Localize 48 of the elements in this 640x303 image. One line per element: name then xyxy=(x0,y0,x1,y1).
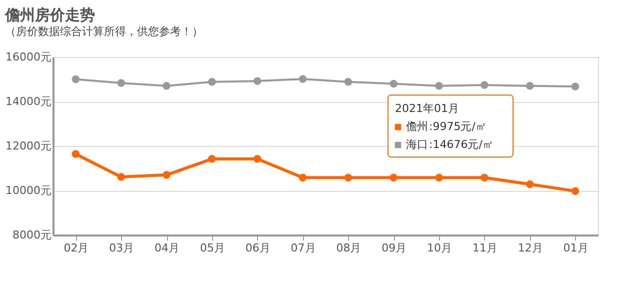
point xyxy=(344,78,352,86)
x-tick-label: 09月 xyxy=(382,242,407,254)
point xyxy=(162,171,170,179)
point xyxy=(72,150,80,158)
y-tick-label: 8000元 xyxy=(12,228,52,242)
point xyxy=(117,173,125,181)
point xyxy=(117,79,125,87)
y-tick-label: 16000元 xyxy=(6,50,52,64)
point xyxy=(571,187,580,195)
y-tick-label: 10000元 xyxy=(6,184,52,197)
point xyxy=(162,82,170,90)
x-tick-label: 11月 xyxy=(472,242,498,254)
legend-label: 海口 xyxy=(406,138,428,151)
point xyxy=(390,80,398,88)
legend-label: 儋州 xyxy=(406,120,428,133)
x-tick-label: 02月 xyxy=(64,242,89,254)
x-tick-label: 03月 xyxy=(109,242,134,254)
point xyxy=(344,174,352,182)
point xyxy=(208,155,216,163)
x-tick-label: 08月 xyxy=(336,242,362,254)
point xyxy=(480,174,488,182)
x-tick-label: 01月 xyxy=(563,242,588,254)
point xyxy=(72,75,80,84)
point xyxy=(298,75,307,83)
x-tick-label: 06月 xyxy=(245,242,270,254)
point xyxy=(526,82,534,90)
point xyxy=(480,81,488,89)
annotation: :9975元/㎡ xyxy=(429,120,486,133)
point xyxy=(526,180,534,188)
x-tick-label: 10月 xyxy=(427,242,452,254)
x-tick-label: 12月 xyxy=(518,242,543,254)
point xyxy=(298,174,307,182)
point xyxy=(435,174,443,182)
point xyxy=(208,78,216,86)
y-tick-label: 12000元 xyxy=(6,140,52,152)
point xyxy=(435,82,443,90)
point xyxy=(254,155,262,163)
y-tick-label: 14000元 xyxy=(6,95,52,108)
point xyxy=(254,77,262,85)
annotation: :14676元/㎡ xyxy=(429,138,494,151)
chart-title: 儋州房价走势 xyxy=(4,6,96,24)
point xyxy=(390,174,398,182)
x-tick-label: 05月 xyxy=(200,242,225,254)
x-tick-label: 04月 xyxy=(154,242,180,254)
point xyxy=(571,82,580,90)
x-tick-label: 07月 xyxy=(290,242,316,254)
annotation: 2021年01月 xyxy=(395,102,459,115)
chart-subtitle: （房价数据综合计算所得，供您参考！） xyxy=(5,25,204,38)
